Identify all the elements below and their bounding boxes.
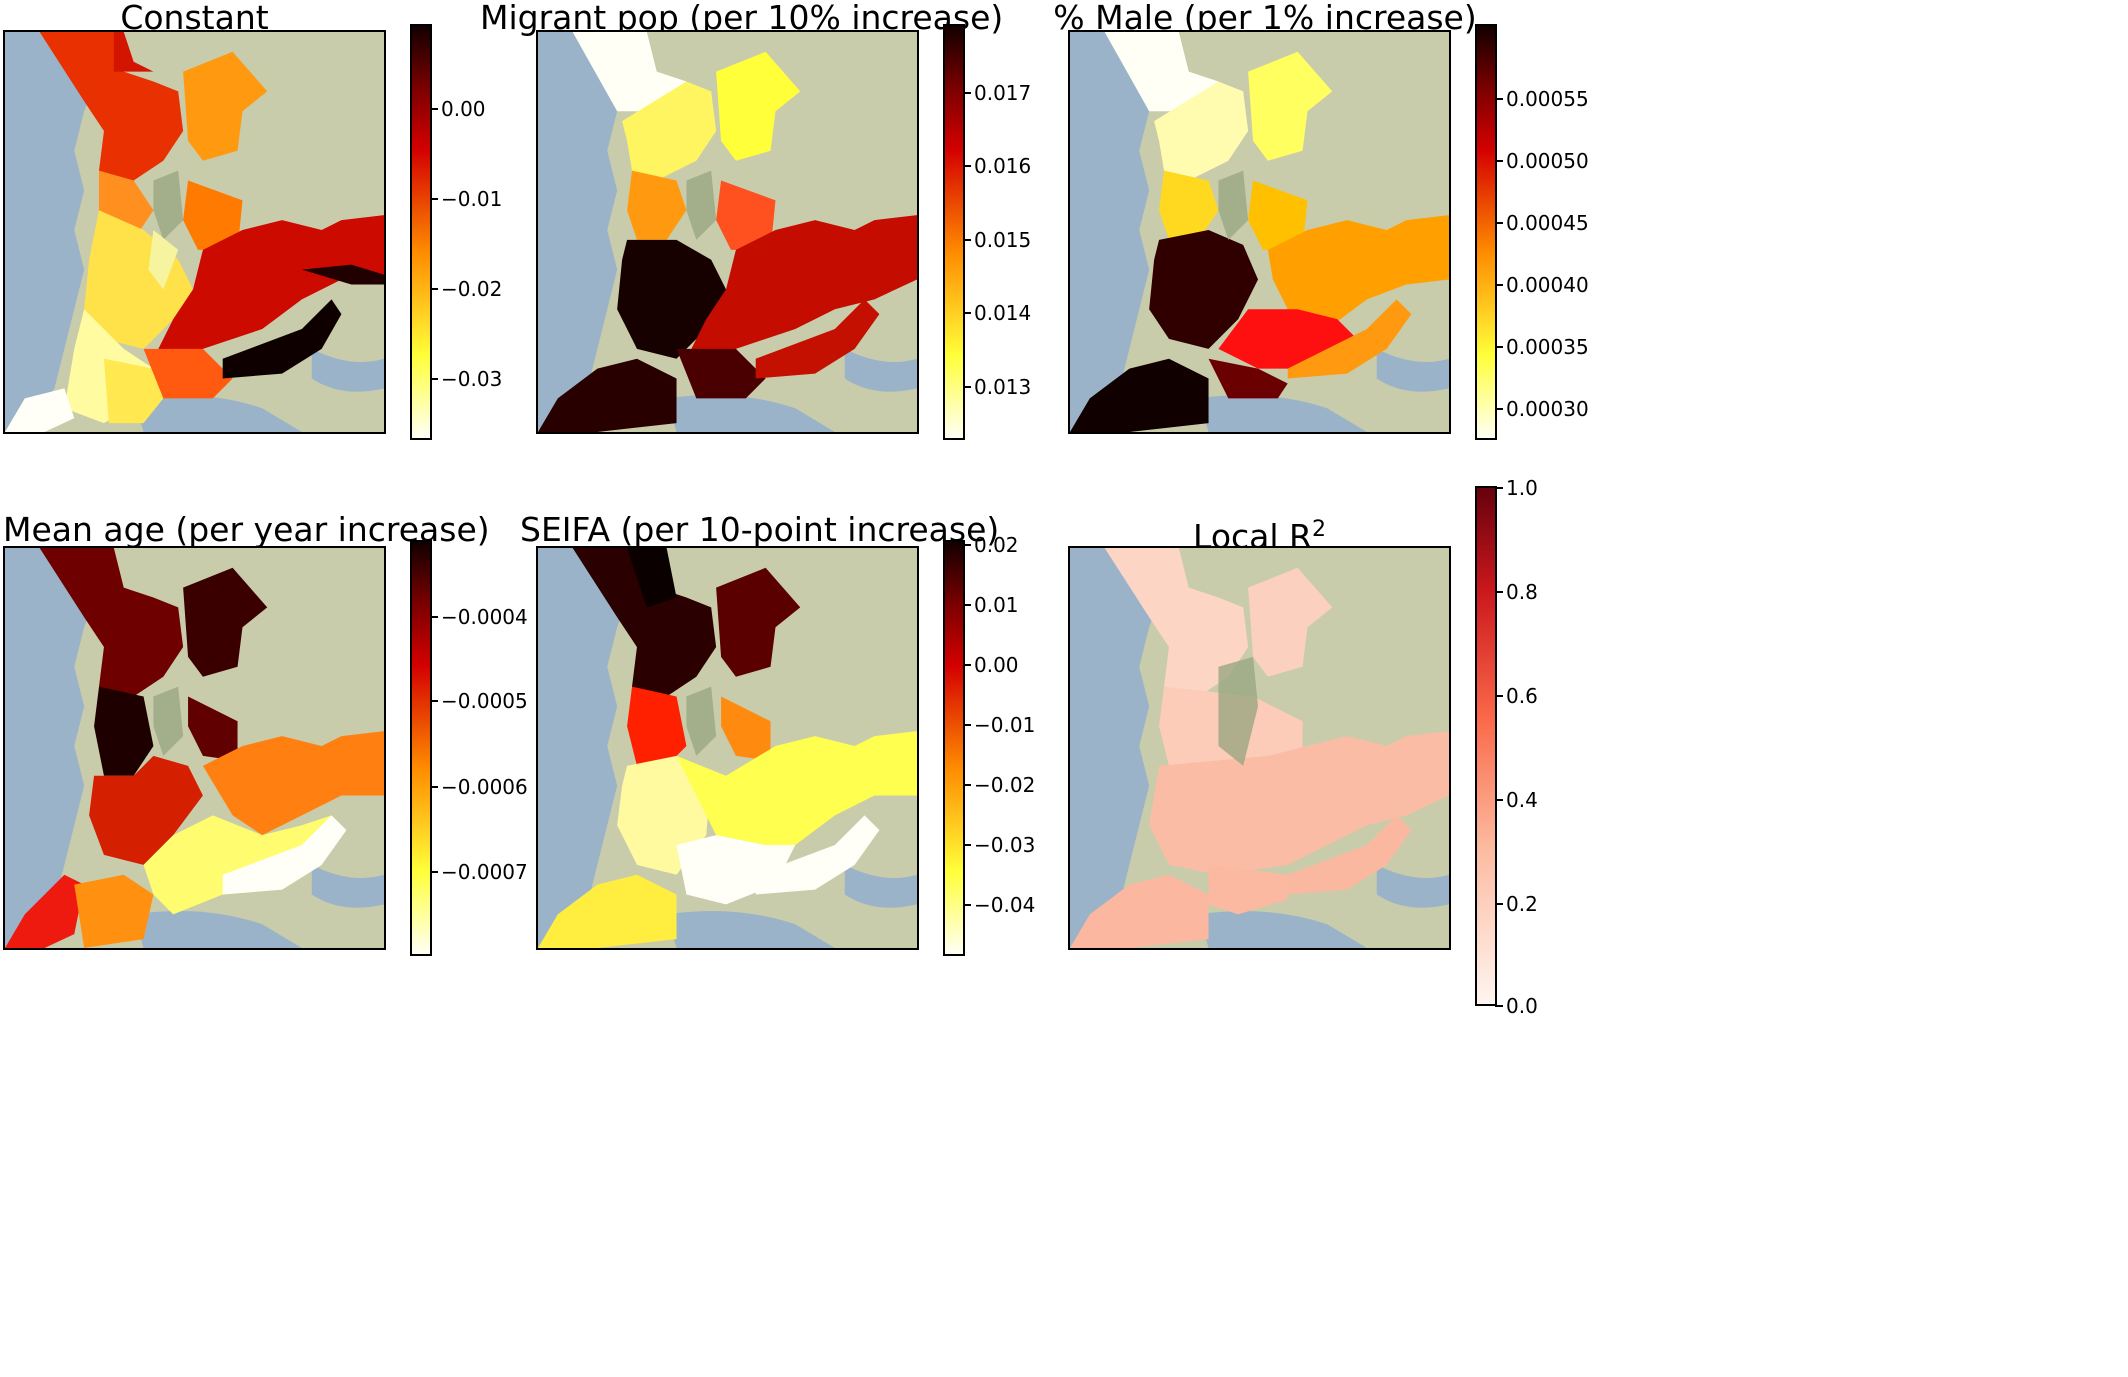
- colorbar-tick: 0.00055: [1495, 87, 1589, 111]
- colorbar-tick: 0.013: [962, 375, 1032, 399]
- colorbar-tick: 1.0: [1495, 476, 1538, 500]
- colorbar-tick: −0.01: [962, 713, 1036, 737]
- panel-title-constant: Constant: [120, 0, 269, 37]
- colorbar-tick: 0.00045: [1495, 211, 1589, 235]
- colorbar-seifa: [943, 540, 965, 956]
- colorbar-tick: −0.0005: [430, 689, 528, 713]
- colorbar-percent-male: [1475, 24, 1497, 440]
- colorbar-constant: [410, 24, 432, 440]
- colorbar-mean-age: [410, 540, 432, 956]
- colorbar-tick: 0.4: [1495, 788, 1538, 812]
- colorbar-local-r2: [1475, 486, 1497, 1006]
- panel-title-seifa: SEIFA (per 10-point increase): [520, 510, 1000, 549]
- colorbar-tick: 0.00: [963, 653, 1019, 677]
- colorbar-tick: 0.2: [1495, 892, 1538, 916]
- colorbar-tick: −0.04: [962, 893, 1036, 917]
- colorbar-tick: 0.8: [1495, 580, 1538, 604]
- colorbar-tick: 0.0: [1495, 994, 1538, 1018]
- colorbar-tick: −0.03: [429, 367, 503, 391]
- colorbar-tick: 0.015: [962, 228, 1032, 252]
- colorbar-tick: −0.0004: [430, 605, 528, 629]
- colorbar-tick: 0.016: [962, 154, 1032, 178]
- colorbar-tick: 0.00030: [1495, 397, 1589, 421]
- colorbar-tick: 0.02: [963, 533, 1019, 557]
- colorbar-tick: 0.00050: [1495, 149, 1589, 173]
- map-percent-male: [1068, 30, 1451, 434]
- map-seifa: [536, 546, 919, 950]
- colorbar-tick: 0.00035: [1495, 335, 1589, 359]
- map-migrant-pop: [536, 30, 919, 434]
- panel-title-local-r2-sup: 2: [1311, 517, 1326, 542]
- panel-title-migrant: Migrant pop (per 10% increase): [480, 0, 1004, 37]
- colorbar-tick: 0.01: [963, 593, 1019, 617]
- colorbar-tick: −0.01: [429, 187, 503, 211]
- colorbar-migrant-pop: [943, 24, 965, 440]
- colorbar-tick: −0.03: [962, 833, 1036, 857]
- colorbar-tick: 0.017: [962, 81, 1032, 105]
- colorbar-tick: 0.014: [962, 301, 1032, 325]
- panel-title-male: % Male (per 1% increase): [1053, 0, 1477, 37]
- map-constant: [3, 30, 386, 434]
- panel-title-mean-age: Mean age (per year increase): [3, 510, 490, 549]
- colorbar-tick: −0.02: [962, 773, 1036, 797]
- map-local-r2: [1068, 546, 1451, 950]
- colorbar-tick: −0.02: [429, 277, 503, 301]
- colorbar-tick: −0.0006: [430, 775, 528, 799]
- colorbar-tick: 0.00: [430, 97, 486, 121]
- map-mean-age: [3, 546, 386, 950]
- colorbar-tick: 0.00040: [1495, 273, 1589, 297]
- colorbar-tick: 0.6: [1495, 684, 1538, 708]
- colorbar-tick: −0.0007: [430, 860, 528, 884]
